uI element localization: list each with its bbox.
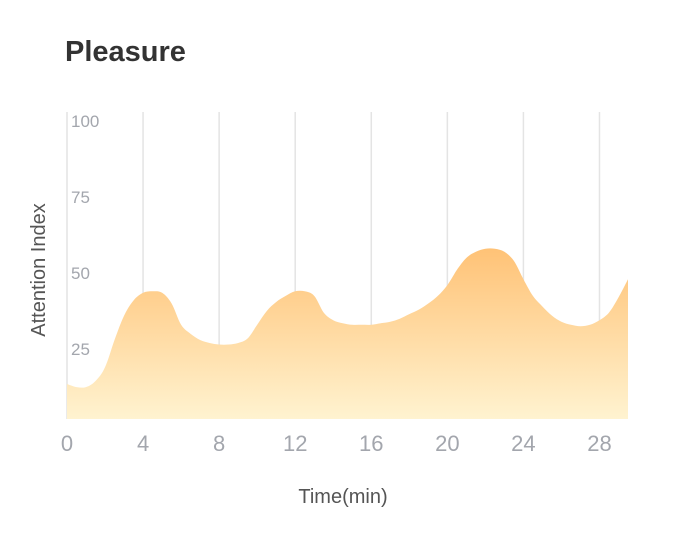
y-axis-label: Attention Index [28,203,50,336]
y-tick-label-100: 100 [71,112,99,131]
x-tick-label-16: 16 [359,431,383,456]
x-tick-label-8: 8 [213,431,225,456]
x-axis-ticks: 0 4 8 12 16 20 24 28 [61,431,612,456]
x-tick-label-24: 24 [511,431,535,456]
x-tick-label-28: 28 [587,431,611,456]
x-tick-label-12: 12 [283,431,307,456]
x-tick-label-0: 0 [61,431,73,456]
x-tick-label-4: 4 [137,431,149,456]
y-tick-label-25: 25 [71,340,90,359]
y-tick-label-75: 75 [71,188,90,207]
y-tick-label-50: 50 [71,264,90,283]
y-axis-ticks: 25 50 75 100 [71,112,99,359]
x-axis-label: Time(min) [298,486,387,508]
pleasure-area [67,248,628,419]
chart-title: Pleasure [65,36,186,68]
x-tick-label-20: 20 [435,431,459,456]
